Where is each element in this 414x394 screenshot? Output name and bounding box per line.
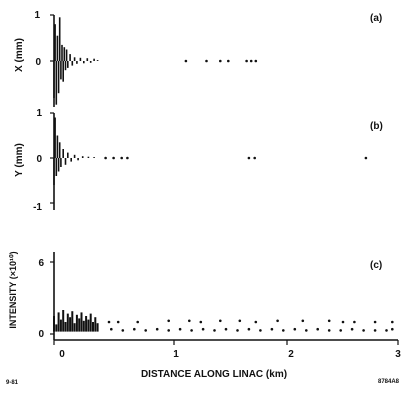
panel-a-series-2-point-5 (245, 59, 248, 63)
panel-b-series-2-point-4 (126, 156, 129, 160)
panel-b-series-2-point-7 (364, 156, 368, 160)
panel-c-series-3-point-7 (219, 319, 222, 323)
panel-b-marks (53, 117, 368, 185)
panel-c-series-3-point-15 (373, 320, 377, 324)
panel-c-tick-label-0: 0 (38, 329, 44, 340)
panel-b-label: (b) (370, 121, 383, 132)
panel-c-series-2-point-21 (339, 329, 343, 332)
panel-c-series-3-point-4 (167, 319, 170, 323)
panel-c-series-2-point-9 (201, 327, 205, 331)
panel-c-series-2-point-6 (167, 329, 170, 332)
panel-a-ylabel: X (mm) (14, 38, 25, 72)
panel-c-series-3-point-9 (254, 320, 258, 324)
panel-a-series-2-point-1 (184, 59, 188, 63)
panel-c-series-2-point-25 (385, 329, 388, 332)
panel-c-series-3-point-6 (199, 320, 203, 324)
panel-c-series-3-point-13 (341, 320, 345, 324)
panel-c-series-3-point-2 (116, 320, 120, 324)
panel-a-label: (a) (370, 13, 382, 24)
panel-c-ylabel: INTENSITY (×10¹⁰) (8, 251, 18, 328)
panel-c-series-2-point-12 (236, 329, 239, 332)
panel-a-series-2-point-2 (205, 59, 208, 63)
panel-a-series-2-point-3 (219, 59, 222, 63)
panel-c-series-3-point-3 (136, 320, 139, 324)
panel-c-series-2-point-26 (391, 327, 394, 331)
panel-c-series-2-point-13 (247, 327, 251, 331)
panel-c-series-3-point-10 (276, 319, 279, 323)
panel-b-series-2-point-5 (247, 156, 251, 160)
panel-c-series-2-point-22 (350, 327, 354, 331)
panel-c-series-3-point-14 (353, 320, 356, 324)
panel-c-series-3-point-12 (327, 319, 331, 323)
panel-b-series-2-point-3 (120, 156, 123, 160)
panel-c-series-2-point-10 (213, 329, 216, 332)
panel-c-series-2-point-20 (327, 329, 331, 332)
panel-c-series-2-point-1 (110, 327, 113, 331)
panel-c-series-3-point-8 (238, 319, 242, 323)
panel-b-tick-label-1: 1 (36, 108, 42, 119)
panel-b: 1 0 -1 Y (mm) (b) (14, 108, 383, 213)
panel-c-series-3-point-11 (301, 319, 305, 323)
figure-id-left: 9-81 (6, 380, 19, 386)
panel-c-series-2-point-23 (362, 329, 365, 332)
panel-b-series-2-point-6 (253, 156, 256, 160)
panel-c: 6 0 INTENSITY (×10¹⁰) (c) 0 1 2 3 DISTAN… (8, 251, 401, 380)
panel-c-series-3-point-1 (107, 320, 111, 324)
panel-a-marks (53, 17, 258, 107)
panel-c-series-3-point-5 (188, 319, 191, 323)
x-tick-label-3: 3 (395, 349, 401, 360)
panel-c-series-2-point-3 (133, 327, 136, 331)
panel-c-series-2-point-5 (155, 327, 159, 331)
panel-c-series-2-point-24 (373, 329, 377, 332)
panel-a-tick-label-0: 0 (35, 57, 41, 68)
panel-c-series-2-point-16 (282, 329, 285, 332)
panel-b-tick-label-0: 0 (36, 154, 42, 165)
panel-a-series-2-point-4 (227, 59, 230, 63)
panel-c-series-2-point-2 (121, 329, 125, 332)
x-tick-label-2: 2 (288, 349, 294, 360)
panel-c-series-2-point-15 (270, 327, 274, 331)
panel-c-series-2-point-18 (305, 329, 308, 332)
panel-b-series-2-point-1 (104, 156, 107, 160)
panel-a-series-2-point-7 (254, 59, 258, 63)
panel-b-tick-label-neg1: -1 (33, 202, 42, 213)
panel-a: 1 0 X (mm) (a) (14, 10, 382, 107)
panel-c-series-2-point-11 (224, 327, 228, 331)
panel-b-ylabel: Y (mm) (14, 143, 25, 177)
x-tick-label-1: 1 (173, 349, 179, 360)
panel-b-series-2-point-2 (112, 156, 115, 160)
panel-c-series-2-point-4 (144, 329, 147, 332)
panel-a-series-2-point-6 (249, 59, 253, 63)
panel-c-marks (53, 310, 394, 332)
panel-c-series-3-point-16 (391, 320, 394, 324)
x-tick-label-0: 0 (59, 349, 65, 360)
panel-c-series-2-point-17 (293, 327, 297, 331)
panel-a-tick-label-1: 1 (34, 10, 40, 21)
panel-c-series-2-point-8 (190, 329, 193, 332)
panel-c-ylabel-text: INTENSITY (×10¹⁰) (8, 251, 18, 328)
panel-c-label: (c) (370, 260, 382, 271)
panel-c-tick-label-6: 6 (38, 258, 44, 269)
x-axis-label: DISTANCE ALONG LINAC (km) (141, 369, 287, 380)
panel-c-series-2-point-7 (178, 327, 182, 331)
panel-c-series-2-point-19 (316, 327, 320, 331)
figure-id-right: 8784A8 (378, 379, 400, 385)
panel-c-series-2-point-14 (259, 329, 262, 332)
